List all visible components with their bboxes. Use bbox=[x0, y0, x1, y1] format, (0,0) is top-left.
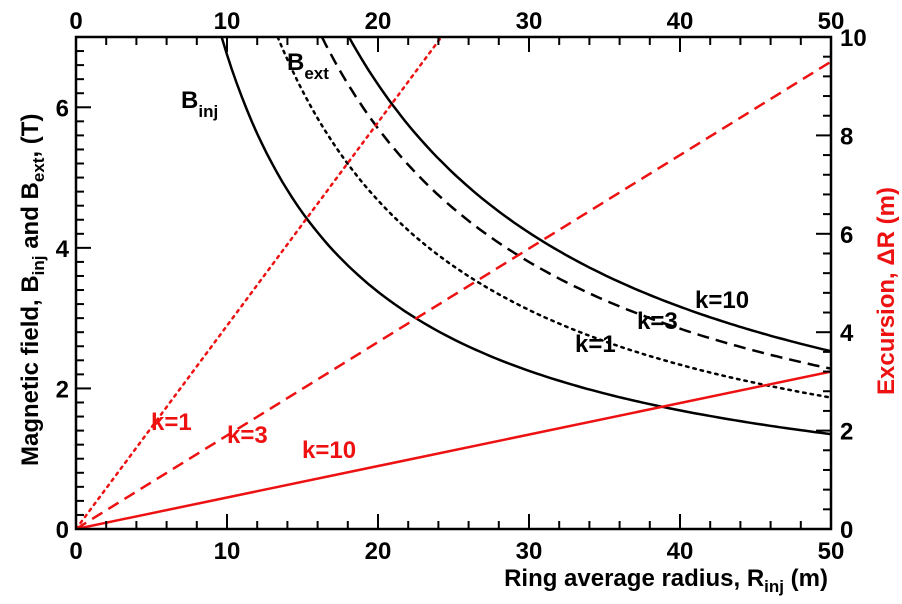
series-line-1 bbox=[220, 37, 831, 436]
annotation-k1-red: k=1 bbox=[151, 409, 192, 436]
plot-frame bbox=[74, 35, 833, 531]
y-right-tick-label: 2 bbox=[840, 419, 853, 446]
series-layer bbox=[76, 37, 831, 529]
x-axis-title: Ring average radius, Rinj (m) bbox=[504, 565, 828, 596]
series-line-5 bbox=[76, 37, 443, 529]
x-tick-label: 10 bbox=[214, 538, 241, 565]
x-tick-label: 20 bbox=[365, 538, 392, 565]
annotation-k3-black: k=3 bbox=[637, 308, 678, 335]
x-top-tick-label: 10 bbox=[214, 8, 241, 35]
y-right-axis-title: Excursion, ΔR (m) bbox=[873, 187, 900, 395]
y-left-tick-label: 0 bbox=[56, 517, 69, 544]
x-tick-label: 50 bbox=[818, 538, 845, 565]
series-line-2 bbox=[276, 37, 831, 399]
annotation-k10-red: k=10 bbox=[302, 437, 356, 464]
x-top-tick-label: 50 bbox=[818, 8, 845, 35]
x-top-tick-label: 0 bbox=[69, 8, 82, 35]
x-top-tick-label: 40 bbox=[667, 8, 694, 35]
y-right-tick-label: 8 bbox=[840, 123, 853, 150]
annotation-k1-black: k=1 bbox=[575, 331, 616, 358]
x-tick-label: 30 bbox=[516, 538, 543, 565]
y-right-tick-label: 6 bbox=[840, 222, 853, 249]
x-top-tick-label: 20 bbox=[365, 8, 392, 35]
y-right-tick-label: 0 bbox=[840, 517, 853, 544]
x-top-tick-label: 30 bbox=[516, 8, 543, 35]
series-line-6 bbox=[76, 60, 831, 529]
y-left-tick-label: 2 bbox=[56, 376, 69, 403]
y-right-tick-label: 4 bbox=[840, 320, 854, 347]
y-left-axis-title: Magnetic field, Binj and Bext, (T) bbox=[17, 114, 48, 466]
x-tick-label: 0 bbox=[69, 538, 82, 565]
annotation-k3-red: k=3 bbox=[227, 422, 268, 449]
annotation-b-inj: Binj bbox=[181, 87, 218, 121]
y-left-tick-label: 4 bbox=[56, 236, 70, 263]
y-left-tick-label: 6 bbox=[56, 95, 69, 122]
series-line-7 bbox=[76, 370, 831, 529]
annotation-b-ext: Bext bbox=[287, 49, 329, 83]
series-line-4 bbox=[347, 37, 831, 353]
series-line-3 bbox=[320, 37, 831, 370]
y-right-tick-label: 10 bbox=[840, 25, 867, 52]
annotation-k10-black: k=10 bbox=[695, 287, 749, 314]
x-tick-label: 40 bbox=[667, 538, 694, 565]
ticks-layer bbox=[75, 36, 832, 530]
